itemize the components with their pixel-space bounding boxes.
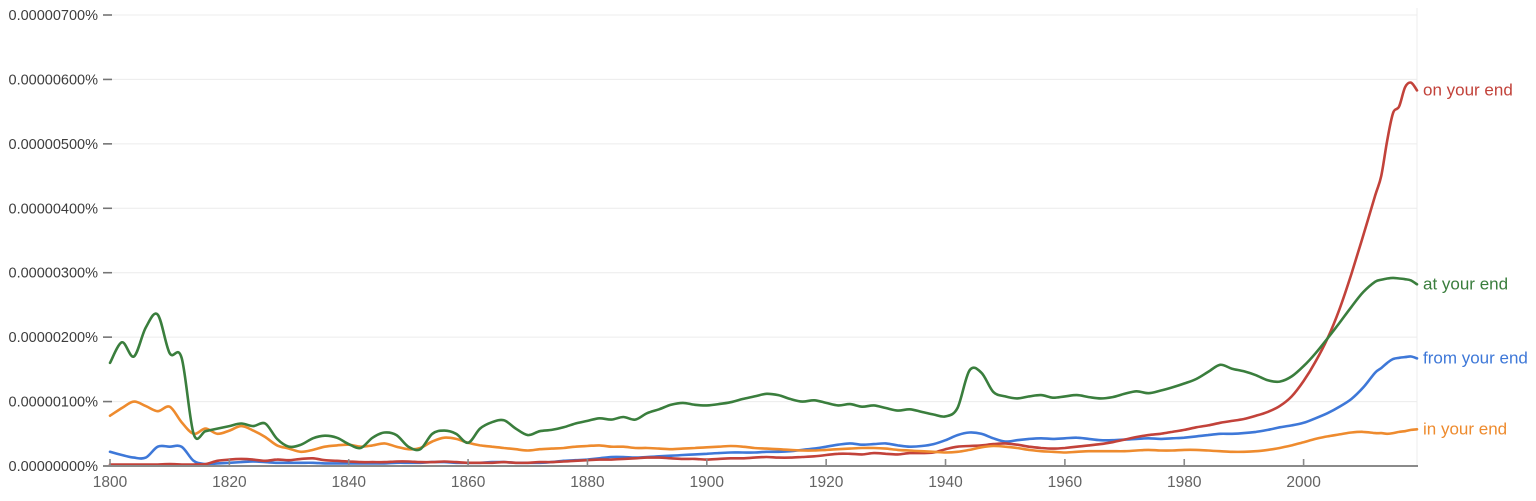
x-tick-label: 1800 <box>93 474 128 491</box>
series-label-on-your-end[interactable]: on your end <box>1423 80 1513 100</box>
series-label-from-your-end[interactable]: from your end <box>1423 348 1528 368</box>
y-tick-label: 0.00000600% <box>9 72 99 88</box>
x-tick-label: 1960 <box>1048 474 1083 491</box>
x-tick-label: 1900 <box>690 474 725 491</box>
x-tick-label: 2000 <box>1286 474 1321 491</box>
y-tick-label: 0.00000000% <box>9 459 99 475</box>
x-tick-label: 1920 <box>809 474 844 491</box>
y-tick-label: 0.00000100% <box>9 395 99 411</box>
y-tick-label: 0.00000200% <box>9 330 99 346</box>
x-tick-label: 1840 <box>331 474 366 491</box>
x-tick-label: 1980 <box>1167 474 1202 491</box>
series-line-from-your-end[interactable] <box>108 355 1419 466</box>
x-tick-label: 1880 <box>570 474 605 491</box>
x-tick-label: 1860 <box>451 474 486 491</box>
series-label-at-your-end[interactable]: at your end <box>1423 274 1509 294</box>
x-tick-label: 1820 <box>212 474 247 491</box>
y-tick-label: 0.00000700% <box>9 8 99 24</box>
y-tick-label: 0.00000400% <box>9 201 99 217</box>
y-tick-label: 0.00000500% <box>9 137 99 153</box>
x-tick-label: 1940 <box>928 474 963 491</box>
series-label-in-your-end[interactable]: in your end <box>1423 419 1508 439</box>
series-line-on-your-end[interactable] <box>108 81 1419 466</box>
series-line-at-your-end[interactable] <box>108 276 1419 452</box>
series-line-in-your-end[interactable] <box>108 400 1419 454</box>
y-tick-label: 0.00000300% <box>9 266 99 282</box>
